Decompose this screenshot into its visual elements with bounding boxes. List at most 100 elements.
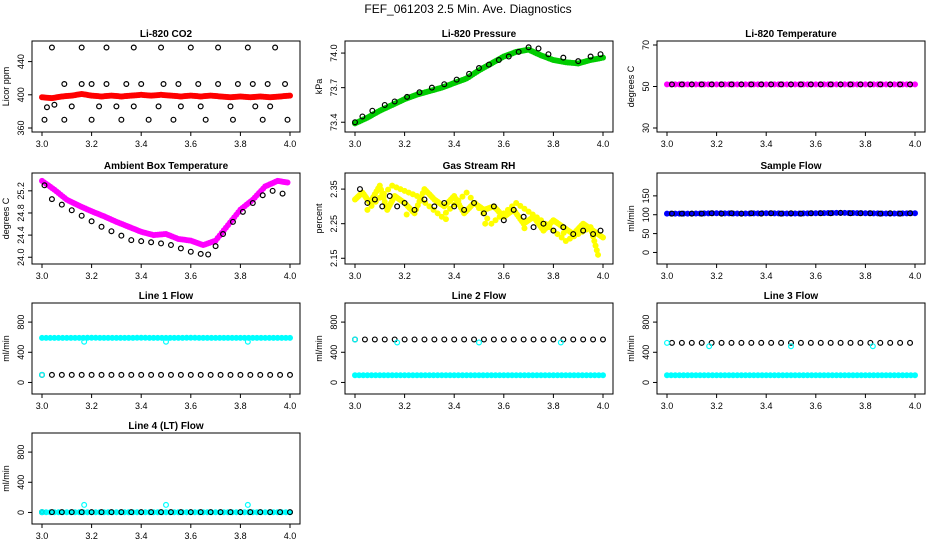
y-tick-label: 50 — [641, 81, 651, 91]
x-tick-label: 4.0 — [909, 401, 922, 411]
series-bulk — [39, 177, 291, 249]
x-tick-label: 3.6 — [185, 139, 198, 149]
data-point — [197, 250, 204, 257]
panel-title: Ambient Box Temperature — [104, 161, 229, 172]
data-point — [891, 372, 898, 379]
data-point — [775, 372, 782, 379]
data-point — [591, 237, 598, 244]
x-tick-label: 4.0 — [597, 401, 610, 411]
data-point — [797, 339, 804, 346]
data-point — [196, 334, 203, 341]
data-point — [78, 212, 85, 219]
data-point — [878, 372, 885, 379]
data-point — [158, 334, 165, 341]
data-point — [47, 334, 54, 341]
data-point — [709, 372, 716, 379]
data-point — [742, 372, 749, 379]
data-point — [220, 334, 227, 341]
data-point — [249, 81, 256, 88]
data-point — [129, 334, 136, 341]
data-point — [504, 206, 511, 213]
data-point — [459, 193, 466, 200]
data-point — [88, 334, 95, 341]
x-tick-label: 3.4 — [448, 401, 461, 411]
x-tick-label: 3.0 — [36, 139, 49, 149]
data-point — [758, 81, 765, 88]
data-point — [43, 104, 50, 111]
data-point — [416, 89, 423, 96]
data-point — [414, 372, 420, 379]
data-point — [877, 210, 884, 217]
data-point — [96, 334, 103, 341]
x-tick-label: 4.0 — [284, 139, 297, 149]
data-point — [138, 509, 145, 516]
data-point — [160, 81, 167, 88]
data-point — [55, 334, 62, 341]
data-point — [108, 228, 115, 235]
data-point — [887, 339, 894, 346]
x-tick-label: 3.6 — [498, 271, 511, 281]
data-point — [476, 205, 482, 212]
data-point — [371, 196, 378, 203]
data-point — [244, 501, 251, 508]
data-point — [471, 336, 478, 343]
data-point — [841, 372, 848, 379]
panel-title: Gas Stream RH — [443, 161, 516, 172]
data-point — [146, 334, 153, 341]
y-axis-label: ml/min — [1, 335, 11, 362]
data-point — [239, 208, 246, 215]
y-tick-label: 440 — [16, 54, 26, 69]
data-point — [895, 81, 902, 88]
plot-frame — [656, 172, 926, 265]
data-point — [591, 372, 598, 379]
data-point — [237, 371, 244, 378]
data-point — [438, 213, 445, 220]
series-points — [352, 44, 604, 126]
data-point — [698, 210, 705, 217]
y-axis-label: ml/min — [1, 465, 11, 492]
data-point — [728, 210, 735, 217]
data-point — [197, 371, 204, 378]
data-point — [177, 103, 184, 110]
data-point — [277, 509, 284, 516]
data-point — [812, 81, 819, 88]
data-point — [208, 334, 215, 341]
data-point — [678, 339, 685, 346]
data-point — [229, 218, 236, 225]
panel-ambient: Ambient Box Temperature degrees C 3.0 3.2 3.… — [1, 161, 301, 281]
data-point — [258, 334, 265, 341]
data-point — [867, 210, 874, 217]
x-tick-label: 3.6 — [810, 271, 823, 281]
x-tick-label: 3.4 — [448, 139, 461, 149]
y-tick-label: 24.4 — [16, 226, 26, 244]
data-point — [912, 210, 918, 217]
data-point — [207, 371, 214, 378]
x-tick-label: 4.0 — [597, 271, 610, 281]
data-point — [364, 372, 371, 379]
data-point — [352, 372, 358, 379]
data-point — [279, 190, 286, 197]
data-point — [897, 210, 904, 217]
data-point — [438, 372, 445, 379]
data-point — [98, 371, 105, 378]
data-point — [874, 372, 881, 379]
data-point — [43, 334, 50, 341]
x-tick-label: 3.6 — [498, 139, 511, 149]
data-point — [287, 509, 294, 516]
data-point — [829, 372, 836, 379]
x-tick-label: 3.2 — [398, 401, 411, 411]
data-point — [847, 210, 854, 217]
data-point — [521, 225, 528, 232]
series-topline — [668, 339, 914, 346]
data-point — [376, 372, 383, 379]
data-point — [252, 103, 259, 110]
data-point — [706, 343, 713, 350]
data-point — [899, 372, 906, 379]
data-point — [496, 372, 503, 379]
x-tick-label: 3.6 — [185, 531, 198, 540]
data-point — [870, 372, 877, 379]
x-tick-label: 3.0 — [36, 401, 49, 411]
data-point — [692, 81, 699, 88]
y-tick-label: 24.8 — [16, 204, 26, 222]
data-point — [504, 372, 511, 379]
